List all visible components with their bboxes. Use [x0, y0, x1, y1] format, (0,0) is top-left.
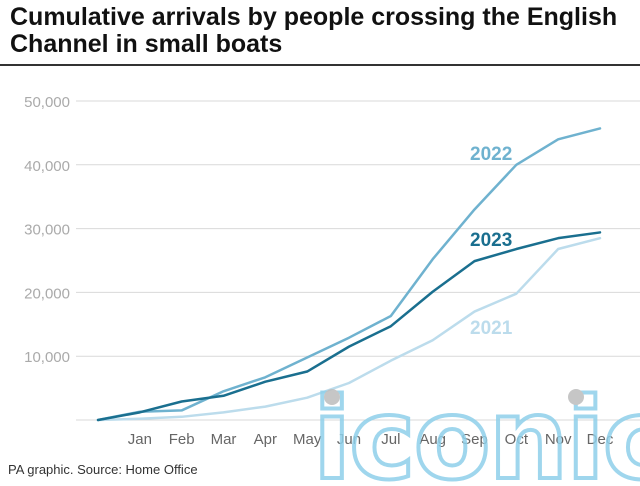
series-line-2023 — [96, 231, 602, 422]
chart-title: Cumulative arrivals by people crossing t… — [10, 3, 618, 58]
source-note: PA graphic. Source: Home Office — [8, 462, 198, 477]
y-tick-label: 50,000 — [24, 94, 70, 111]
watermark-dot-left — [324, 389, 340, 405]
x-tick-label-jan: Jan — [128, 431, 152, 448]
x-tick-label-apr: Apr — [254, 431, 277, 448]
series-line-2022 — [96, 127, 602, 422]
x-tick-label-oct: Oct — [505, 431, 529, 448]
x-tick-label-nov: Nov — [545, 431, 572, 448]
series-label-2023: 2023 — [470, 230, 512, 251]
x-tick-label-jun: Jun — [337, 431, 361, 448]
y-tick-label: 10,000 — [24, 349, 70, 366]
series-line-2021 — [96, 236, 602, 422]
x-tick-label-mar: Mar — [211, 431, 237, 448]
x-tick-label-dec: Dec — [587, 431, 614, 448]
title-divider — [0, 64, 640, 66]
x-axis-ticks: Jan Feb Mar Apr May Jun Jul Aug Sep Oct Nov Dec — [128, 431, 614, 448]
x-tick-label-aug: Aug — [419, 431, 446, 448]
x-tick-label-sep: Sep — [461, 431, 488, 448]
x-tick-label-jul: Jul — [381, 431, 400, 448]
series-label-2021: 2021 — [470, 318, 513, 339]
y-tick-label: 20,000 — [24, 285, 70, 302]
x-tick-label-feb: Feb — [169, 431, 195, 448]
watermark-dot-right — [568, 389, 584, 405]
gridlines — [76, 100, 640, 421]
watermark-logo: iconic — [311, 373, 640, 486]
watermark-text: iconic — [313, 375, 640, 486]
y-tick-label: 30,000 — [24, 222, 70, 239]
series-labels: 2022 2023 2021 — [470, 144, 513, 339]
series-lines — [96, 127, 602, 422]
x-tick-label-may: May — [293, 431, 322, 448]
y-axis-ticks: 50,000 40,000 30,000 20,000 10,000 — [24, 94, 70, 366]
series-label-2022: 2022 — [470, 144, 512, 165]
y-tick-label: 40,000 — [24, 158, 70, 175]
